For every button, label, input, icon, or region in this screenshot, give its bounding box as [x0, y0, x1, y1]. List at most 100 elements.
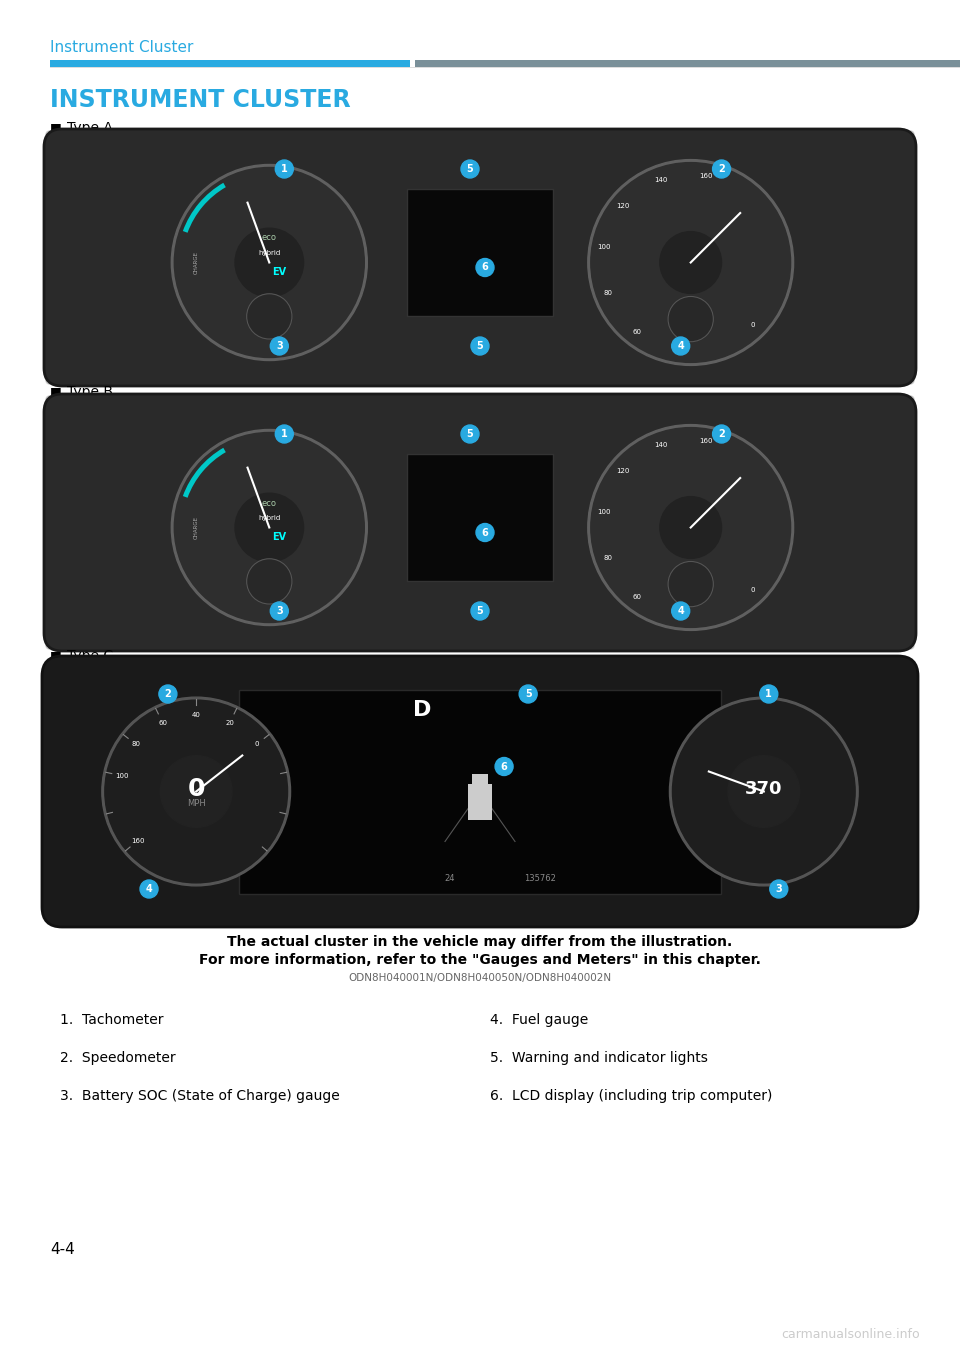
Text: 2: 2 — [164, 689, 171, 699]
Circle shape — [590, 428, 791, 627]
FancyBboxPatch shape — [46, 660, 914, 923]
Text: 1: 1 — [765, 689, 772, 699]
Text: 4.  Fuel gauge: 4. Fuel gauge — [490, 1014, 588, 1027]
Circle shape — [590, 163, 791, 362]
Text: 80: 80 — [132, 742, 140, 747]
Bar — [468, 783, 492, 820]
Circle shape — [712, 425, 731, 443]
Text: 40: 40 — [679, 347, 687, 353]
Text: ■: ■ — [50, 650, 61, 662]
Bar — [50, 61, 410, 67]
Text: 4-4: 4-4 — [50, 1242, 75, 1257]
Circle shape — [235, 493, 303, 561]
Text: eco: eco — [262, 233, 276, 242]
Text: 80: 80 — [604, 289, 612, 296]
Circle shape — [668, 561, 713, 607]
Text: CHARGE: CHARGE — [193, 250, 199, 275]
Text: 2: 2 — [718, 164, 725, 174]
Text: 40: 40 — [192, 712, 201, 719]
Text: The actual cluster in the vehicle may differ from the illustration.: The actual cluster in the vehicle may di… — [228, 935, 732, 949]
Text: 20: 20 — [226, 720, 234, 725]
Bar — [239, 689, 721, 894]
Text: ■: ■ — [50, 385, 61, 398]
Text: carmanualsonline.info: carmanualsonline.info — [781, 1329, 920, 1342]
Text: 2: 2 — [718, 429, 725, 439]
Circle shape — [672, 602, 689, 621]
Circle shape — [175, 432, 364, 622]
Bar — [415, 61, 960, 67]
Text: 120: 120 — [616, 468, 630, 474]
Text: 100: 100 — [597, 244, 611, 250]
Circle shape — [276, 160, 294, 178]
Circle shape — [471, 336, 489, 355]
Text: MPH: MPH — [187, 800, 205, 808]
Text: 135762: 135762 — [524, 874, 556, 883]
Text: 80: 80 — [604, 555, 612, 560]
Text: 4: 4 — [146, 884, 153, 894]
Circle shape — [660, 497, 722, 559]
Circle shape — [471, 602, 489, 621]
Circle shape — [759, 685, 778, 703]
Circle shape — [247, 559, 292, 604]
Text: 60: 60 — [632, 594, 641, 600]
Text: 60: 60 — [158, 720, 167, 725]
Circle shape — [235, 229, 303, 297]
Text: 60: 60 — [632, 328, 641, 335]
Circle shape — [672, 700, 855, 883]
Text: 5: 5 — [467, 164, 473, 174]
FancyBboxPatch shape — [42, 656, 918, 927]
Circle shape — [495, 758, 513, 775]
Text: 5: 5 — [476, 341, 484, 351]
Text: 0: 0 — [751, 322, 756, 327]
Circle shape — [461, 160, 479, 178]
Circle shape — [770, 880, 788, 898]
FancyBboxPatch shape — [46, 131, 914, 384]
Circle shape — [102, 697, 291, 886]
Text: 40: 40 — [679, 612, 687, 618]
Text: 160: 160 — [699, 437, 712, 444]
Text: 0: 0 — [751, 587, 756, 592]
Bar — [472, 774, 488, 786]
Text: 160: 160 — [131, 837, 144, 844]
Text: 6: 6 — [482, 528, 489, 537]
Text: 0: 0 — [187, 778, 204, 801]
Text: 3.  Battery SOC (State of Charge) gauge: 3. Battery SOC (State of Charge) gauge — [60, 1089, 340, 1102]
Text: EV: EV — [273, 268, 286, 277]
Circle shape — [660, 232, 722, 293]
FancyBboxPatch shape — [44, 129, 916, 386]
Text: Type A: Type A — [67, 121, 113, 135]
Text: 120: 120 — [616, 203, 630, 209]
Text: 5: 5 — [467, 429, 473, 439]
Text: 6: 6 — [482, 262, 489, 272]
Circle shape — [271, 336, 288, 355]
Text: 5: 5 — [476, 606, 484, 616]
Text: 5.  Warning and indicator lights: 5. Warning and indicator lights — [490, 1051, 708, 1065]
Text: 5: 5 — [525, 689, 532, 699]
Circle shape — [728, 755, 800, 828]
Wedge shape — [182, 183, 226, 233]
Text: 6: 6 — [501, 762, 508, 771]
Circle shape — [271, 602, 288, 621]
Circle shape — [476, 258, 494, 276]
Bar — [407, 188, 553, 316]
Circle shape — [276, 425, 294, 443]
Text: ■: ■ — [50, 121, 61, 135]
Circle shape — [588, 160, 794, 365]
Bar — [407, 454, 553, 581]
Text: hybrid: hybrid — [258, 514, 280, 521]
Wedge shape — [182, 448, 226, 498]
FancyBboxPatch shape — [46, 396, 914, 649]
Text: INSTRUMENT CLUSTER: INSTRUMENT CLUSTER — [50, 87, 350, 112]
Text: 24: 24 — [444, 874, 455, 883]
Circle shape — [171, 164, 368, 361]
Circle shape — [105, 700, 288, 883]
Text: 140: 140 — [654, 176, 667, 183]
FancyBboxPatch shape — [44, 394, 916, 651]
Circle shape — [712, 160, 731, 178]
Text: Type B: Type B — [67, 385, 113, 398]
Text: 6.  LCD display (including trip computer): 6. LCD display (including trip computer) — [490, 1089, 773, 1102]
Circle shape — [160, 755, 232, 828]
Circle shape — [669, 697, 858, 886]
Text: CHARGE: CHARGE — [193, 516, 199, 538]
Circle shape — [476, 524, 494, 541]
